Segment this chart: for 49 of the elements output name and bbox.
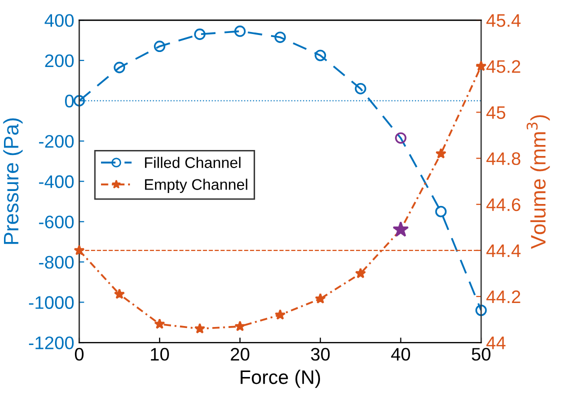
point <box>74 95 85 106</box>
point <box>354 82 366 94</box>
y2-tick-label: 45.4 <box>486 14 521 27</box>
y2-tick-label: 45.2 <box>486 60 520 73</box>
y-tick-label: -400 <box>39 175 74 188</box>
point <box>435 148 446 158</box>
y2-tick-label: 44.4 <box>486 244 521 257</box>
point <box>476 60 487 71</box>
point <box>435 206 447 218</box>
point <box>234 320 246 332</box>
x-tick-label: 10 <box>150 348 169 361</box>
y2-tick-label: 44 <box>486 336 506 350</box>
point <box>114 288 125 299</box>
x-tick-label: 0 <box>74 348 84 361</box>
y2-tick-label: 44.8 <box>486 152 520 166</box>
point <box>194 323 206 334</box>
point <box>355 268 366 278</box>
x-tick-label: 50 <box>472 348 490 361</box>
y-tick-label: 400 <box>44 14 74 27</box>
y-axis-title: Pressure (Pa) <box>3 118 23 244</box>
legend-label: Filled Channel <box>145 156 240 168</box>
y2-tick-label: 44.2 <box>486 290 520 304</box>
x-tick-label: 40 <box>391 348 410 361</box>
point <box>274 309 286 320</box>
point <box>234 26 246 37</box>
y2-axis-title: Volume (mm$^{3}$) <box>526 115 550 249</box>
x-axis-title: Force (N) <box>240 370 320 388</box>
legend-label: Empty Channel <box>145 178 248 193</box>
point <box>154 318 166 329</box>
point <box>314 50 326 62</box>
point <box>154 40 166 52</box>
y-tick-label: -1000 <box>29 296 74 309</box>
point <box>395 132 406 144</box>
y-tick-label: -200 <box>39 134 74 148</box>
y2-tick-label: 44.6 <box>486 198 520 212</box>
point <box>74 244 85 256</box>
point <box>114 62 126 74</box>
point <box>274 32 286 43</box>
point <box>314 293 326 304</box>
y-tick-label: -800 <box>39 256 74 269</box>
x-tick-label: 30 <box>311 348 330 361</box>
x-tick-label: 20 <box>230 348 250 361</box>
y2-tick-label: 45 <box>486 106 506 119</box>
y-tick-label: 200 <box>45 54 74 68</box>
point <box>475 304 487 316</box>
point <box>194 28 206 40</box>
y-tick-label: -600 <box>39 216 74 228</box>
y-tick-label: -1200 <box>29 336 74 350</box>
y-tick-label: 0 <box>65 94 74 108</box>
